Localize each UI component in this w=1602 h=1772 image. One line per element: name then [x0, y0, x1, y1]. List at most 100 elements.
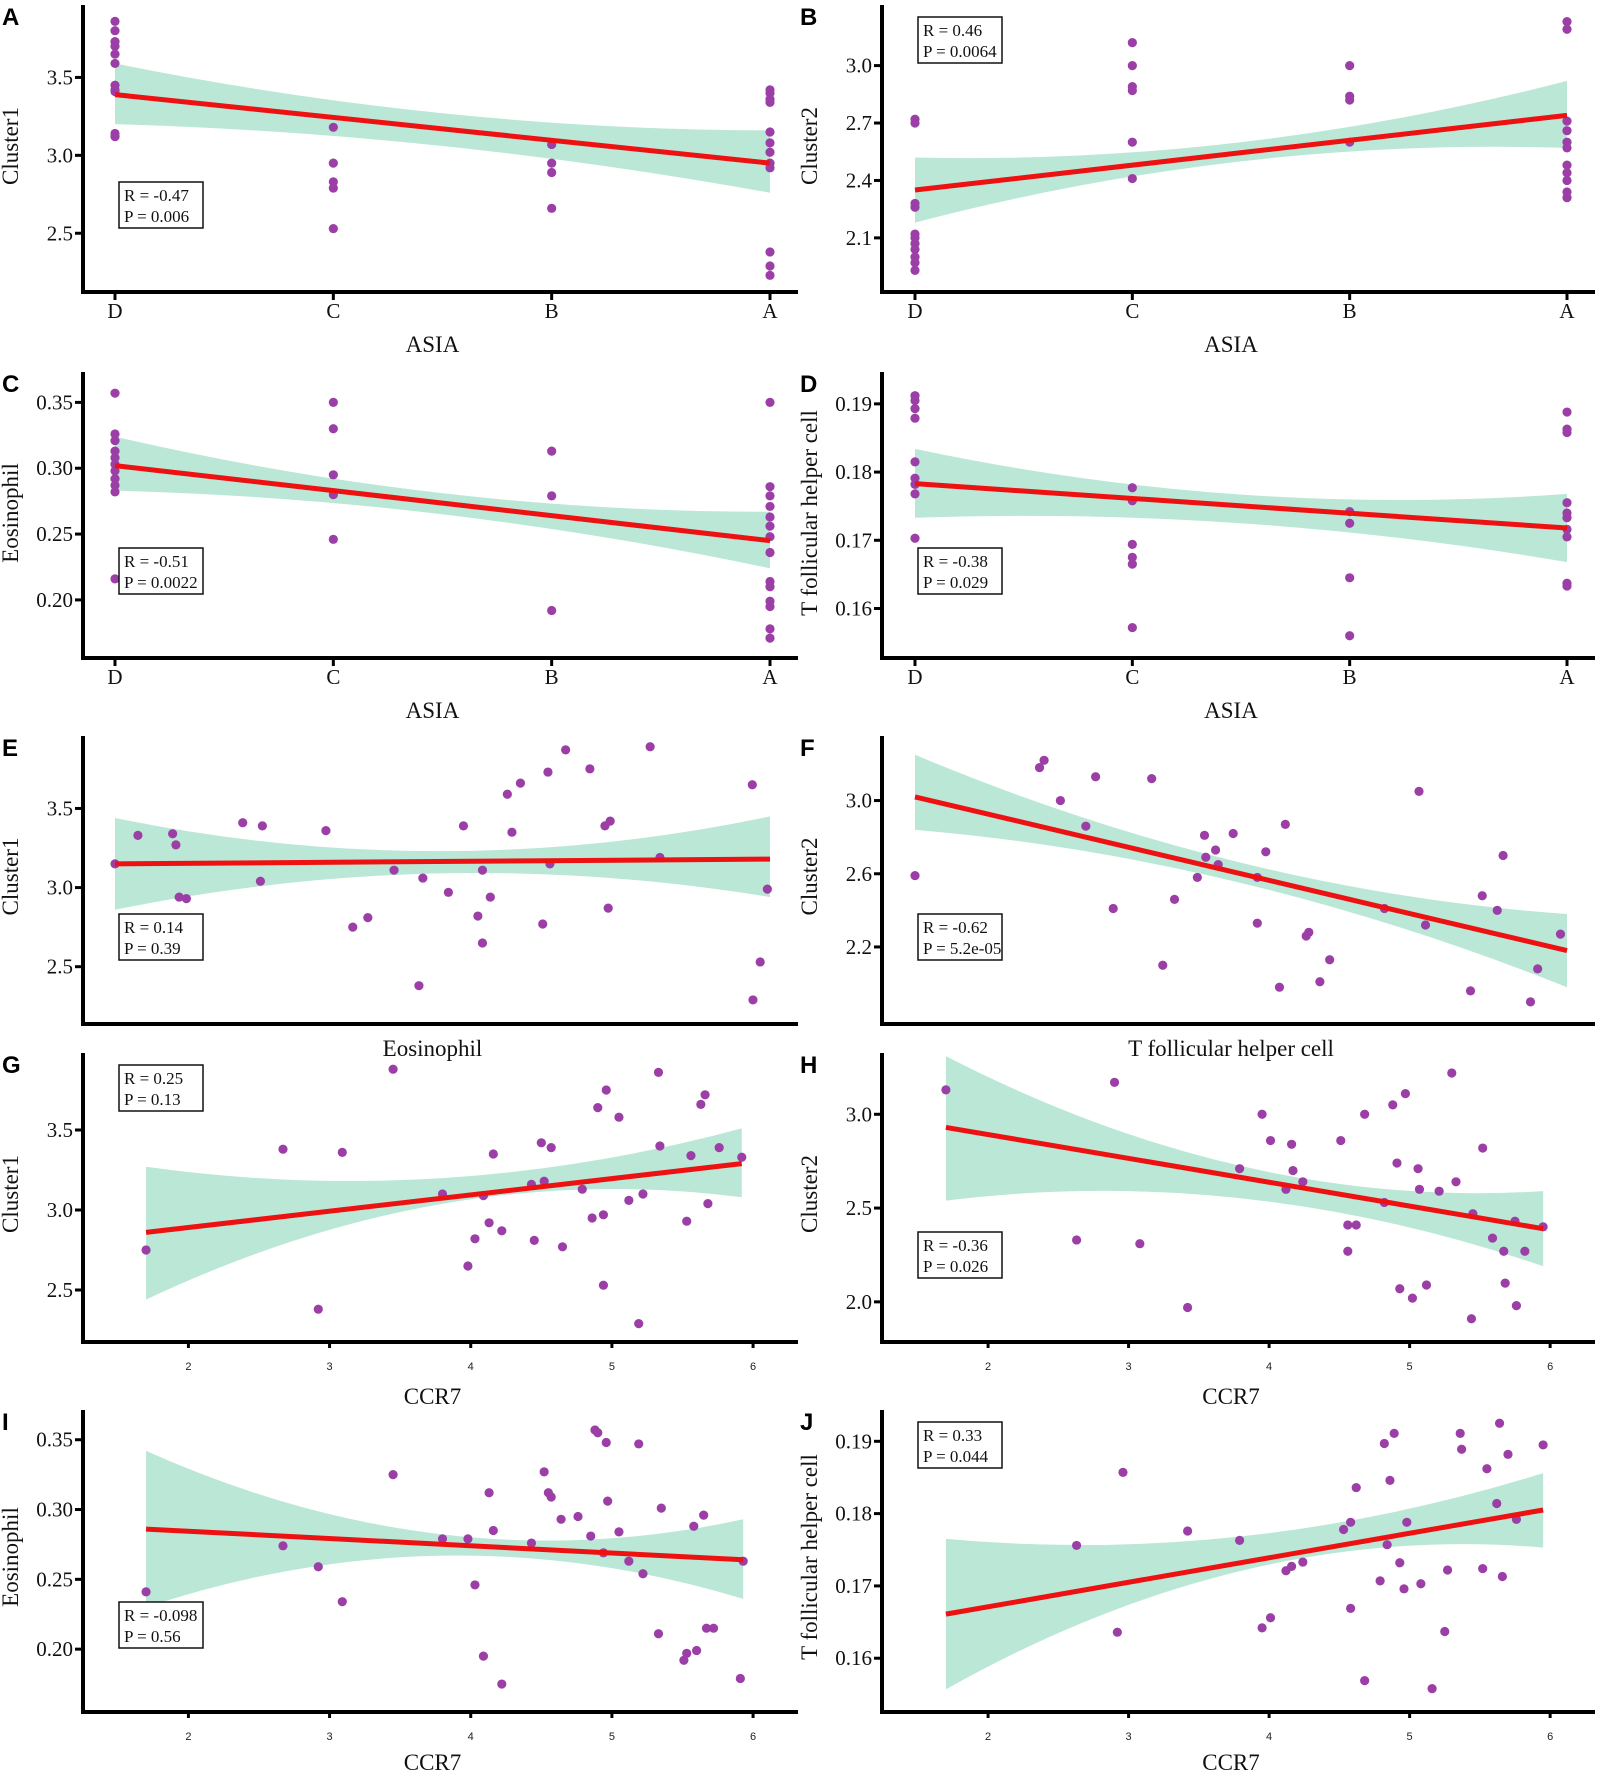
- correlation-r: R = 0.33: [923, 1426, 982, 1445]
- data-point: [388, 1064, 398, 1074]
- data-point: [656, 1503, 666, 1513]
- data-point: [755, 957, 765, 967]
- data-point: [714, 1143, 724, 1153]
- panel-letter: H: [800, 1052, 817, 1079]
- data-point: [765, 521, 775, 531]
- data-point: [546, 1492, 556, 1502]
- data-point: [1135, 1239, 1145, 1249]
- data-point: [110, 429, 120, 439]
- data-point: [1498, 850, 1508, 861]
- stats-box-frame: [917, 913, 1003, 961]
- data-point: [1345, 95, 1355, 105]
- stats-box: R = -0.36 P = 0.026: [917, 1231, 1003, 1279]
- data-point: [1395, 1284, 1405, 1294]
- data-point: [477, 865, 488, 875]
- y-axis-label: Cluster2: [797, 1155, 822, 1233]
- data-point: [470, 1580, 480, 1590]
- data-point: [1562, 126, 1572, 136]
- x-tick-label: A: [762, 299, 778, 323]
- data-point: [1562, 143, 1572, 153]
- data-point: [605, 816, 615, 826]
- y-axis-label: T follicular helper cell: [797, 410, 822, 616]
- data-point: [1345, 631, 1355, 641]
- x-tick-label: 2: [185, 1361, 191, 1373]
- y-tick-label: 2.5: [846, 1196, 872, 1220]
- y-tick-label: 0.18: [835, 1502, 872, 1526]
- y-axis-label: T follicular helper cell: [797, 1454, 822, 1660]
- data-point: [765, 633, 775, 643]
- regression-line: [914, 481, 1568, 531]
- data-point: [765, 547, 775, 558]
- y-tick-label: 2.0: [846, 1290, 872, 1314]
- data-point: [1199, 830, 1210, 840]
- data-point: [1228, 828, 1238, 839]
- data-point: [110, 435, 120, 446]
- data-point: [638, 1569, 648, 1579]
- data-point: [1298, 1177, 1308, 1187]
- data-point: [1304, 927, 1314, 937]
- panel-g: 2.5 3.0 3.5 2 3 4 5 6 CCR7 Cluster1 R = 0.25 P = 0.…: [0, 1052, 798, 1409]
- stats-box: R = -0.62 P = 5.2e-05: [917, 913, 1003, 961]
- y-tick-label: 3.5: [47, 1118, 73, 1142]
- data-point: [321, 826, 331, 836]
- x-tick-label: 5: [609, 1731, 615, 1743]
- data-point: [614, 1112, 624, 1122]
- data-point: [655, 1141, 665, 1151]
- data-point: [561, 745, 571, 755]
- data-point: [1520, 1246, 1530, 1256]
- data-point: [653, 1629, 664, 1639]
- x-tick-label: 5: [1407, 1361, 1413, 1373]
- x-axis-label: ASIA: [406, 698, 460, 723]
- data-point: [765, 501, 775, 512]
- x-tick-label: 6: [750, 1361, 756, 1373]
- data-point: [735, 1673, 745, 1684]
- data-point: [1127, 137, 1137, 147]
- panel-f: 2.2 2.6 3.0 T follicular helper cell Cluster…: [797, 735, 1595, 1061]
- data-point: [1487, 1233, 1498, 1243]
- data-point: [388, 1470, 398, 1480]
- x-tick-label: 3: [327, 1361, 333, 1373]
- y-tick-label: 3.0: [47, 143, 73, 167]
- x-tick-label: B: [1343, 299, 1357, 323]
- data-point: [765, 491, 775, 501]
- data-point: [765, 512, 775, 522]
- data-point: [1336, 1135, 1346, 1146]
- data-point: [1455, 1428, 1465, 1438]
- data-point: [337, 1597, 347, 1607]
- y-tick-label: 0.20: [36, 588, 73, 612]
- data-point: [1192, 872, 1202, 883]
- data-point: [1091, 772, 1101, 782]
- data-point: [624, 1195, 634, 1205]
- data-point: [1265, 1613, 1276, 1623]
- data-point: [168, 829, 178, 839]
- data-point: [1055, 795, 1065, 806]
- data-point: [1280, 819, 1290, 829]
- data-point: [1379, 1438, 1389, 1449]
- data-point: [557, 1242, 568, 1252]
- data-point: [1257, 1623, 1267, 1633]
- stats-box-frame: [917, 1421, 1003, 1469]
- data-point: [1286, 1139, 1297, 1149]
- data-point: [1183, 1526, 1193, 1536]
- y-tick-label: 2.7: [846, 111, 872, 135]
- data-point: [348, 922, 358, 932]
- data-point: [1562, 16, 1572, 27]
- data-point: [539, 1176, 549, 1186]
- data-point: [593, 1103, 603, 1113]
- data-point: [1389, 1428, 1399, 1438]
- data-point: [573, 1511, 583, 1522]
- data-point: [547, 203, 557, 213]
- data-point: [328, 122, 338, 132]
- data-point: [110, 41, 120, 51]
- data-point: [473, 911, 483, 921]
- x-tick-label: D: [107, 665, 122, 689]
- data-point: [1402, 1517, 1412, 1527]
- x-tick-label: 6: [750, 1731, 756, 1743]
- data-point: [502, 789, 512, 799]
- data-point: [1434, 1186, 1444, 1196]
- data-point: [171, 840, 181, 850]
- data-point: [313, 1562, 323, 1572]
- data-point: [762, 884, 772, 894]
- data-point: [1482, 1464, 1492, 1474]
- data-point: [1451, 1177, 1461, 1187]
